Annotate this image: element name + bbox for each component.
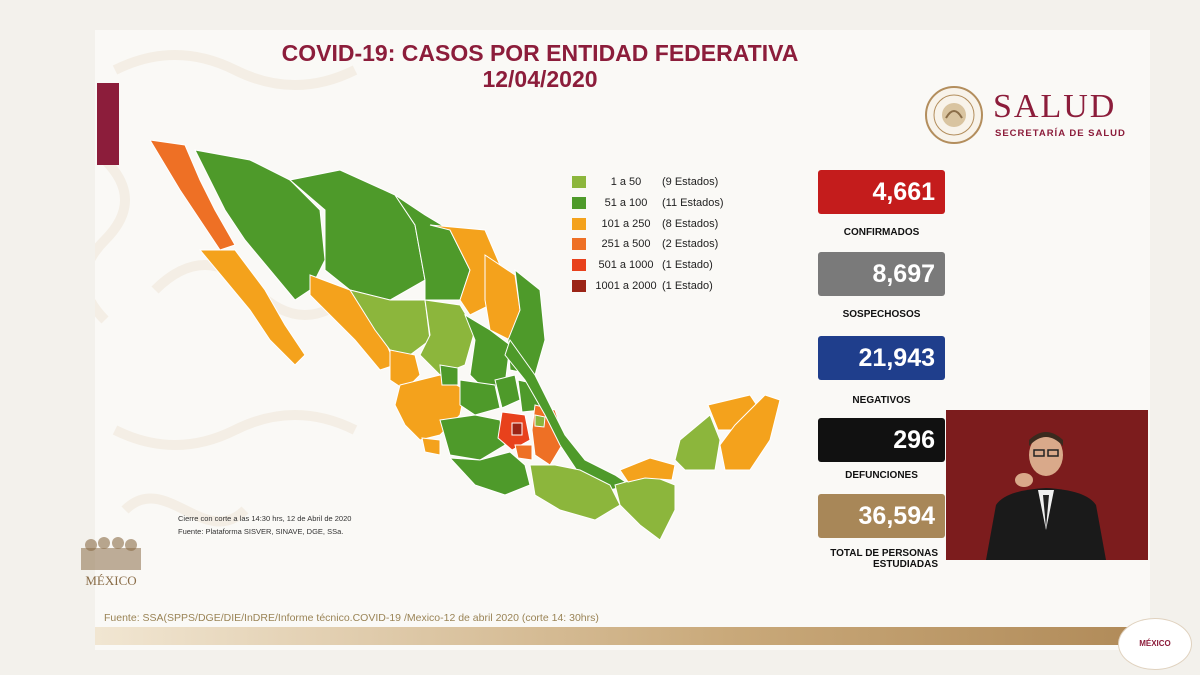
left-logo-text: MÉXICO <box>85 573 137 588</box>
map-notes: Cierre con corte a las 14:30 hrs, 12 de … <box>178 512 351 538</box>
legend-range: 101 a 250 <box>601 217 651 230</box>
legend-item: 1001 a 2000 (1 Estado) <box>572 278 742 299</box>
logo-word: SALUD <box>993 88 1117 125</box>
suspected-label: SOSPECHOSOS <box>842 309 921 320</box>
legend-item: 251 a 500 (2 Estados) <box>572 236 742 257</box>
confirmed-label: CONFIRMADOS <box>843 227 920 238</box>
accent-bar <box>97 83 119 165</box>
state-zacatecas <box>419 299 476 376</box>
state-michoacan <box>439 414 506 461</box>
negative-value: 21,943 <box>818 336 945 380</box>
cutoff-note: Cierre con corte a las 14:30 hrs, 12 de … <box>178 514 352 523</box>
legend-item: 51 a 100 (11 Estados) <box>572 195 742 216</box>
state-chihuahua <box>288 169 426 301</box>
state-tabasco <box>619 457 676 483</box>
legend-count: (8 Estados) <box>662 217 719 230</box>
legend-range: 501 a 1000 <box>598 259 654 272</box>
mexico-heroes-logo <box>76 530 146 592</box>
legend-count: (1 Estado) <box>662 279 713 292</box>
state-campeche <box>674 414 721 471</box>
page-title: COVID-19: CASOS POR ENTIDAD FEDERATIVA 1… <box>205 40 875 92</box>
legend-swatch <box>572 196 586 209</box>
state-sonora <box>194 149 326 301</box>
source-note: Fuente: Plataforma SISVER, SINAVE, DGE, … <box>178 527 344 536</box>
deaths-label: DEFUNCIONES <box>845 470 918 481</box>
sign-language-interpreter-video <box>946 410 1148 560</box>
legend-swatch <box>572 217 586 230</box>
legend-range: 51 a 100 <box>604 196 648 209</box>
legend-swatch <box>572 279 586 292</box>
state-tlaxcala <box>534 414 546 428</box>
mexico-map <box>149 140 781 540</box>
salud-logo: SALUD SECRETARÍA DE SALUD <box>925 86 1150 146</box>
state-baja-california-sur <box>198 249 306 366</box>
legend-count: (9 Estados) <box>662 176 719 188</box>
suspected-value: 8,697 <box>818 252 945 296</box>
state-nuevo-leon <box>429 224 501 316</box>
title-line-1: COVID-19: CASOS POR ENTIDAD FEDERATIVA <box>281 40 799 66</box>
legend-item: 101 a 250 (8 Estados) <box>572 216 742 237</box>
footer-bar <box>95 627 1150 645</box>
footer-source: Fuente: SSA(SPPS/DGE/DIE/InDRE/Informe t… <box>104 612 599 624</box>
state-durango <box>348 289 431 356</box>
interpreter-figure <box>946 410 1148 560</box>
state-baja-california <box>149 140 236 251</box>
legend-range: 251 a 500 <box>601 238 651 251</box>
legend-swatch <box>572 259 586 272</box>
state-ciudad-de-mexico <box>511 422 523 436</box>
legend-count: (11 Estados) <box>662 196 724 209</box>
logo-subtitle: SECRETARÍA DE SALUD <box>995 128 1126 139</box>
state-aguascalientes <box>439 364 459 386</box>
legend-range: 1 a 50 <box>610 176 642 188</box>
negative-label: NEGATIVOS <box>852 395 911 406</box>
legend-range: 1001 a 2000 <box>595 279 657 292</box>
title-date: 12/04/2020 <box>482 66 598 92</box>
state-chiapas <box>614 474 676 540</box>
state-quintana-roo <box>719 394 781 471</box>
legend-swatch <box>572 176 586 188</box>
mexico-seal-icon <box>925 86 983 144</box>
state-colima <box>421 437 441 456</box>
deaths-value: 296 <box>818 418 945 462</box>
total-studied-value: 36,594 <box>818 494 945 538</box>
state-guerrero <box>448 451 531 496</box>
legend-item: 501 a 1000 (1 Estado) <box>572 257 742 278</box>
legend-item: 1 a 50 (9 Estados) <box>572 174 742 195</box>
legend-count: (1 Estado) <box>662 259 713 272</box>
confirmed-value: 4,661 <box>818 170 945 214</box>
gobierno-de-mexico-logo: MÉXICO <box>1118 618 1192 670</box>
state-morelos <box>514 444 533 461</box>
legend-count: (2 Estados) <box>662 238 719 251</box>
total-studied-label: TOTAL DE PERSONAS ESTUDIADAS <box>830 548 938 570</box>
map-legend: 1 a 50 (9 Estados) 51 a 100 (11 Estados)… <box>572 174 742 299</box>
legend-swatch <box>572 238 586 251</box>
state-guanajuato <box>459 379 501 416</box>
